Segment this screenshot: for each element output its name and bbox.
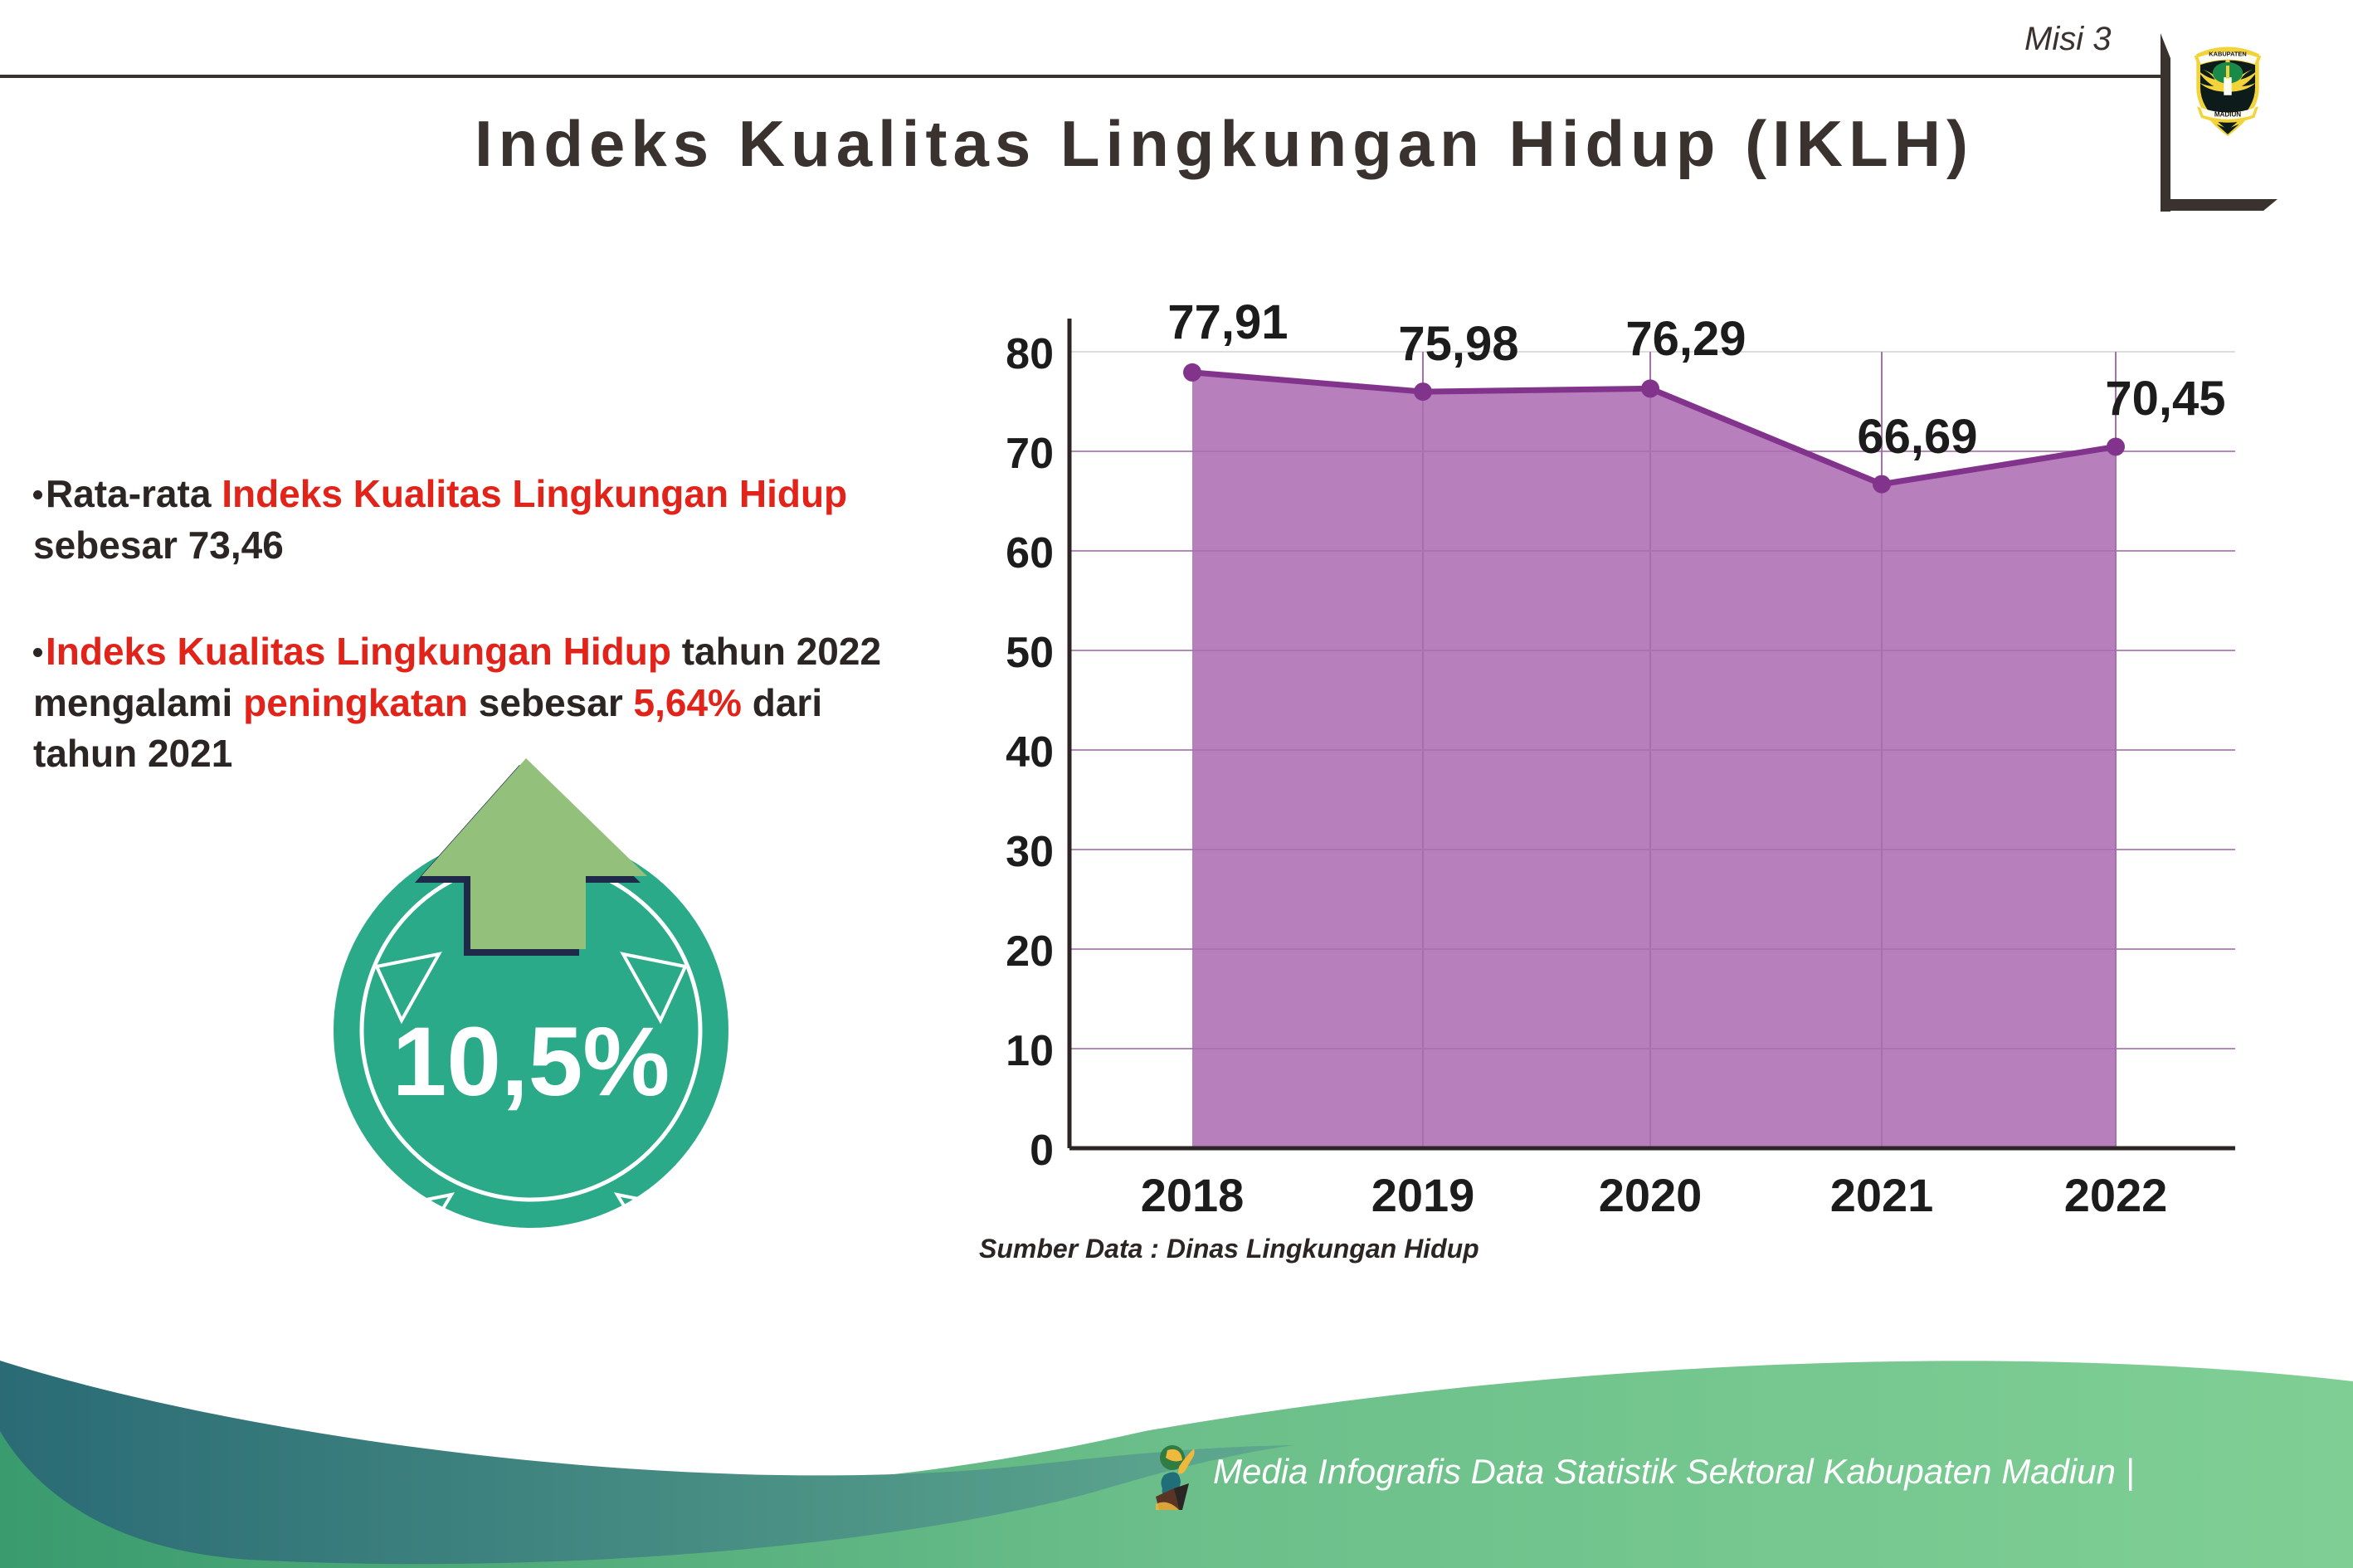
svg-text:30: 30 [1006,828,1054,876]
svg-text:80: 80 [1006,330,1054,378]
svg-text:60: 60 [1006,529,1054,577]
svg-text:76,29: 76,29 [1625,312,1746,366]
svg-text:66,69: 66,69 [1857,410,1977,464]
svg-text:50: 50 [1006,629,1054,677]
svg-text:2018: 2018 [1141,1169,1245,1221]
svg-text:KABUPATEN: KABUPATEN [2209,51,2246,58]
svg-text:20: 20 [1006,928,1054,976]
svg-text:MADIUN: MADIUN [2214,110,2241,118]
svg-text:10,5%: 10,5% [392,1007,670,1117]
svg-text:70: 70 [1006,430,1054,478]
svg-text:2020: 2020 [1599,1169,1703,1221]
svg-text:2022: 2022 [2064,1169,2168,1221]
svg-text:40: 40 [1006,728,1054,777]
svg-text:10: 10 [1006,1027,1054,1075]
svg-text:2019: 2019 [1371,1169,1475,1221]
svg-text:75,98: 75,98 [1398,317,1518,371]
svg-text:2021: 2021 [1830,1169,1934,1221]
svg-text:77,91: 77,91 [1167,295,1288,349]
svg-text:0: 0 [1030,1127,1054,1175]
svg-text:70,45: 70,45 [2105,372,2225,426]
